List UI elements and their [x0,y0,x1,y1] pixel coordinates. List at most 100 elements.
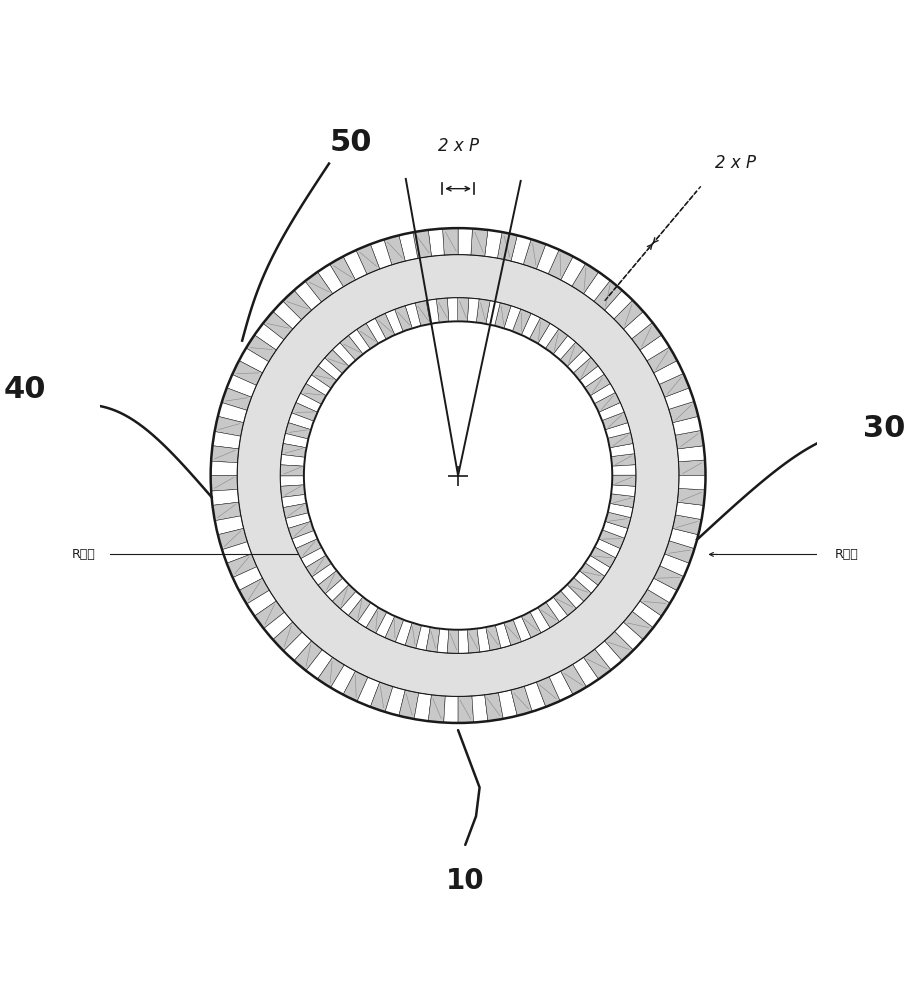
Wedge shape [357,677,380,707]
Wedge shape [675,430,704,449]
Wedge shape [610,443,634,457]
Wedge shape [561,585,584,608]
Wedge shape [305,555,332,577]
Wedge shape [677,446,705,462]
Wedge shape [471,229,488,256]
Wedge shape [457,298,469,322]
Wedge shape [599,403,624,421]
Wedge shape [340,336,363,360]
Wedge shape [325,578,349,601]
Wedge shape [296,393,322,412]
Wedge shape [239,348,269,373]
Wedge shape [384,235,405,265]
Wedge shape [664,388,694,409]
Wedge shape [348,597,371,622]
Wedge shape [594,393,620,412]
Wedge shape [444,696,458,723]
Wedge shape [590,547,615,568]
Wedge shape [395,306,412,331]
Wedge shape [599,530,624,549]
Wedge shape [504,306,521,331]
Wedge shape [294,281,322,310]
Wedge shape [281,485,305,497]
Wedge shape [614,622,644,650]
Circle shape [304,321,613,630]
Wedge shape [213,432,241,449]
Wedge shape [211,461,237,476]
Wedge shape [605,512,631,528]
Circle shape [237,255,679,696]
Wedge shape [282,494,306,508]
Wedge shape [498,690,517,719]
Wedge shape [211,446,239,463]
Wedge shape [318,358,343,380]
Wedge shape [341,591,363,616]
Wedge shape [484,693,504,721]
Circle shape [204,221,713,730]
Wedge shape [443,228,458,255]
Wedge shape [522,313,540,339]
Wedge shape [579,366,604,388]
Wedge shape [218,528,247,550]
Wedge shape [312,563,336,585]
Wedge shape [524,239,545,269]
Wedge shape [574,357,598,380]
Text: 2 x P: 2 x P [437,137,478,155]
Wedge shape [549,671,573,701]
Wedge shape [283,433,308,448]
Wedge shape [673,515,702,535]
Wedge shape [343,250,367,280]
Wedge shape [610,494,634,508]
Wedge shape [447,629,458,653]
Wedge shape [305,272,333,302]
Wedge shape [282,443,306,457]
Wedge shape [343,671,368,701]
Wedge shape [300,384,326,404]
Wedge shape [447,298,458,322]
Wedge shape [458,228,473,255]
Wedge shape [405,303,421,328]
Wedge shape [560,342,584,367]
Wedge shape [288,521,314,539]
Wedge shape [283,290,312,320]
Wedge shape [292,531,317,549]
Wedge shape [292,403,317,421]
Wedge shape [415,693,432,721]
Wedge shape [494,303,511,328]
Wedge shape [413,230,432,258]
Wedge shape [331,665,355,695]
Wedge shape [318,571,343,594]
Wedge shape [357,603,378,628]
Wedge shape [255,601,285,629]
Wedge shape [477,627,490,652]
Wedge shape [356,323,378,349]
Circle shape [211,228,705,723]
Wedge shape [306,650,333,679]
Wedge shape [611,485,635,497]
Wedge shape [218,403,247,423]
Wedge shape [356,244,380,274]
Wedge shape [590,384,615,404]
Wedge shape [546,597,568,622]
Wedge shape [215,416,244,436]
Wedge shape [395,620,412,645]
Wedge shape [317,264,344,294]
Wedge shape [437,629,449,653]
Wedge shape [608,433,633,448]
Wedge shape [375,612,395,638]
Wedge shape [538,323,559,348]
Wedge shape [273,301,302,329]
Wedge shape [285,513,311,528]
Wedge shape [317,657,345,688]
Wedge shape [497,232,517,261]
Wedge shape [584,374,610,396]
Wedge shape [594,641,622,670]
Wedge shape [415,301,430,326]
Wedge shape [612,475,636,486]
Wedge shape [255,323,284,350]
Wedge shape [573,657,599,687]
Wedge shape [659,373,689,397]
Wedge shape [426,627,440,652]
Wedge shape [664,541,694,563]
Wedge shape [669,528,698,549]
